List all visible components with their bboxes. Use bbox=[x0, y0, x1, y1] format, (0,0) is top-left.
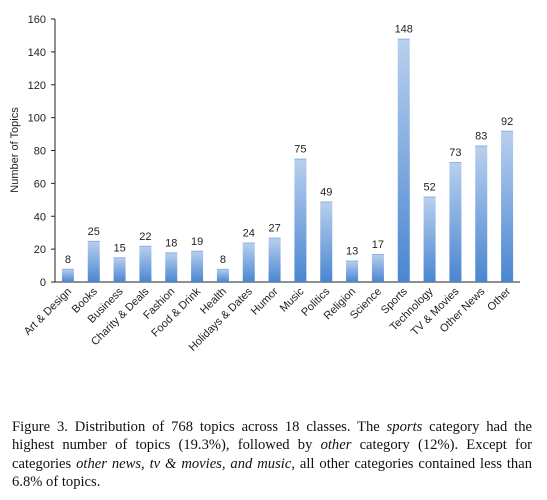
caption-part: Figure 3. Distribution of 768 topics acr… bbox=[12, 419, 387, 435]
y-axis-title: Number of Topics bbox=[9, 107, 21, 193]
data-label: 24 bbox=[243, 228, 255, 240]
bar bbox=[346, 260, 359, 282]
bars bbox=[61, 38, 514, 282]
bar bbox=[87, 240, 100, 282]
bar bbox=[449, 162, 462, 282]
data-label: 92 bbox=[501, 116, 513, 128]
y-tick-label: 40 bbox=[34, 211, 46, 223]
data-label: 52 bbox=[423, 182, 435, 194]
bar bbox=[113, 257, 126, 282]
data-label: 17 bbox=[372, 239, 384, 251]
data-label: 18 bbox=[165, 237, 177, 249]
bar bbox=[61, 268, 74, 282]
caption-emphasis-categories: other news, tv & movies, and music bbox=[76, 455, 292, 472]
bar bbox=[139, 245, 152, 282]
y-tick-label: 0 bbox=[40, 277, 46, 289]
data-label: 75 bbox=[294, 144, 306, 156]
bar bbox=[216, 268, 229, 282]
bar bbox=[320, 201, 333, 282]
data-label: 49 bbox=[320, 186, 332, 198]
y-tick-label: 100 bbox=[28, 113, 46, 125]
data-label: 19 bbox=[191, 236, 203, 248]
y-axis-ticks: 0 20 40 60 80 100 120 140 160 bbox=[28, 14, 55, 289]
data-label: 22 bbox=[139, 231, 151, 243]
bar bbox=[423, 196, 436, 282]
x-tick-label: Other bbox=[485, 285, 513, 313]
figure-caption: Figure 3. Distribution of 768 topics acr… bbox=[12, 418, 532, 492]
data-label: 148 bbox=[395, 24, 413, 36]
y-tick-label: 80 bbox=[34, 146, 46, 158]
y-tick-label: 20 bbox=[34, 244, 46, 256]
data-label: 8 bbox=[65, 254, 71, 266]
bar bbox=[475, 145, 488, 282]
data-label: 25 bbox=[88, 226, 100, 238]
y-tick-label: 140 bbox=[28, 47, 46, 59]
data-label: 73 bbox=[449, 147, 461, 159]
bar bbox=[268, 237, 281, 282]
data-label: 15 bbox=[113, 242, 125, 254]
data-label: 8 bbox=[220, 254, 226, 266]
bar bbox=[371, 254, 384, 282]
data-label: 13 bbox=[346, 246, 358, 258]
caption-part: category (12%). Except for categories bbox=[12, 437, 533, 472]
data-label: 27 bbox=[268, 223, 280, 235]
data-label: 83 bbox=[475, 131, 487, 143]
y-tick-label: 120 bbox=[28, 80, 46, 92]
bar bbox=[191, 250, 204, 282]
bar-chart: 0 20 40 60 80 100 120 140 160 8 25 15 22 18 19 8 24 27 75… bbox=[9, 14, 520, 354]
data-labels: 8 25 15 22 18 19 8 24 27 75 49 13 17 148 52 73 83 92 bbox=[65, 24, 513, 266]
bar bbox=[294, 158, 307, 282]
caption-emphasis-other: other bbox=[320, 437, 352, 454]
y-tick-label: 160 bbox=[28, 14, 46, 26]
y-tick-label: 60 bbox=[34, 178, 46, 190]
bar bbox=[165, 252, 178, 282]
caption-part: category had the highest number of topic… bbox=[12, 419, 532, 454]
caption-text: Figure 3. Distribution of 768 topics acr… bbox=[12, 418, 532, 492]
bar bbox=[242, 242, 255, 282]
bar bbox=[397, 38, 410, 282]
bar bbox=[501, 130, 514, 282]
x-tick-label: Humor bbox=[249, 285, 281, 317]
caption-part: , all other categories contained less th… bbox=[12, 455, 533, 491]
caption-emphasis-sports: sports bbox=[386, 419, 423, 435]
x-tick-label: Art & Design bbox=[22, 286, 74, 338]
